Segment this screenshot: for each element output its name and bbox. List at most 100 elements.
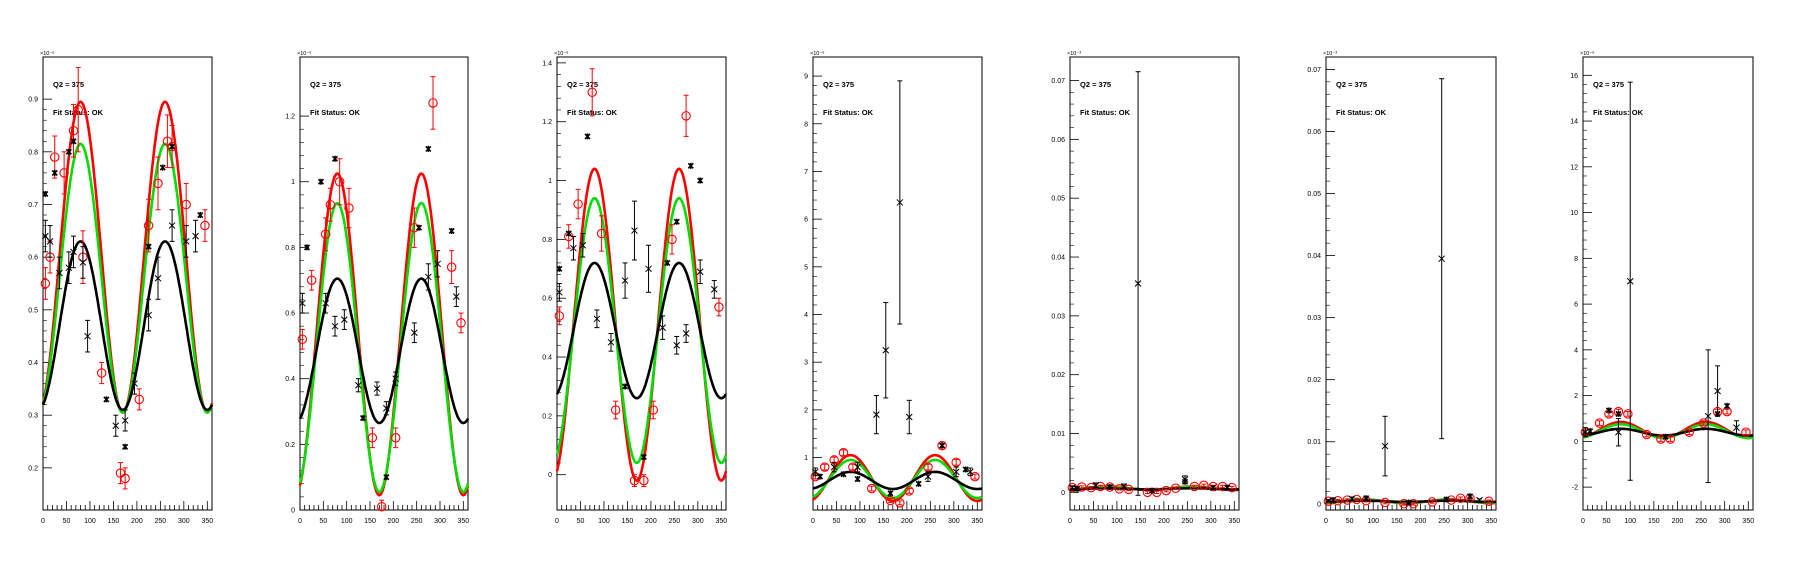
y-tick-label: 7 xyxy=(804,169,808,176)
x-tick-label: 150 xyxy=(1391,518,1403,525)
y-exponent-label: ×10⁻⁶ xyxy=(40,50,55,57)
data-point-circle xyxy=(970,471,980,482)
y-tick-label: -2 xyxy=(1572,485,1578,492)
data-point-circle xyxy=(120,473,130,484)
y-tick-label: 1 xyxy=(804,455,808,462)
data-point-star xyxy=(103,396,110,403)
data-point-circle xyxy=(681,111,691,121)
y-tick-label: 0.01 xyxy=(1051,431,1065,438)
data-point-x xyxy=(145,311,152,319)
y-tick-label: 10 xyxy=(1570,210,1578,217)
x-tick-label: 250 xyxy=(669,518,681,525)
data-point-x xyxy=(873,411,880,418)
data-point-star xyxy=(1723,402,1731,409)
data-point-circle xyxy=(866,483,877,494)
y-tick-label: 0.07 xyxy=(1051,78,1065,85)
y-exponent-label: ×10⁻⁶ xyxy=(1580,50,1595,57)
data-point-x xyxy=(924,473,932,480)
data-point-star xyxy=(664,259,671,266)
data-point-x xyxy=(1582,428,1589,436)
data-point-circle xyxy=(1208,481,1218,492)
q2-annotation: Q2 = 375 xyxy=(1336,80,1367,89)
data-point-circle xyxy=(40,278,51,289)
data-point-x xyxy=(70,248,77,256)
x-tick-label: 50 xyxy=(577,518,585,525)
y-tick-label: 0.8 xyxy=(542,237,552,244)
data-point-x xyxy=(424,273,432,281)
y-tick-label: 0.8 xyxy=(28,149,38,156)
data-point-x xyxy=(811,468,819,476)
data-point-star xyxy=(1615,410,1622,417)
data-point-x xyxy=(84,332,91,340)
data-point-x xyxy=(182,238,190,245)
data-point-circle xyxy=(73,104,83,115)
data-point-circle xyxy=(1380,497,1390,508)
data-point-circle xyxy=(937,440,947,451)
x-tick-label: 250 xyxy=(1438,518,1450,525)
data-point-x xyxy=(1120,483,1128,490)
x-tick-label: 300 xyxy=(1719,518,1731,525)
x-tick-label: 50 xyxy=(319,518,327,525)
data-point-x xyxy=(1381,442,1389,450)
data-point-circle xyxy=(1105,482,1115,492)
q2-annotation: Q2 = 375 xyxy=(567,80,598,89)
data-point-circle xyxy=(596,228,607,239)
data-point-x xyxy=(331,322,339,330)
data-point-circle xyxy=(895,498,905,508)
data-point-circle xyxy=(904,486,914,496)
x-tick-label: 100 xyxy=(341,518,353,525)
y-tick-label: 0.6 xyxy=(285,311,295,318)
data-point-x xyxy=(1092,481,1100,489)
fit-curve xyxy=(298,277,470,425)
x-tick-label: 250 xyxy=(411,518,423,525)
y-exponent-label: ×10⁻³ xyxy=(1323,51,1337,57)
data-point-circle xyxy=(573,199,583,209)
data-point-star xyxy=(1443,496,1450,503)
data-point-circle xyxy=(1199,480,1209,491)
chart-panel-1: 0 50 100 150 200 250 300 350 0.2 0.3 0.4 0.5 0.6 0.7 0… xyxy=(28,50,214,525)
x-tick-label: 300 xyxy=(948,518,960,525)
data-point-x xyxy=(79,259,87,266)
x-tick-label: 50 xyxy=(1090,518,1098,525)
q2-annotation: Q2 = 375 xyxy=(823,80,854,89)
data-point-x xyxy=(121,417,129,424)
fit-status-annotation: Fit Status: OK xyxy=(823,108,874,117)
data-point-star xyxy=(425,145,432,152)
data-point-circle xyxy=(1484,496,1494,507)
data-point-circle xyxy=(446,262,457,272)
data-point-circle xyxy=(297,334,308,345)
data-point-star xyxy=(939,442,946,449)
data-point-star xyxy=(65,148,72,155)
x-tick-label: 100 xyxy=(1111,518,1123,525)
y-tick-label: 0.2 xyxy=(28,465,38,472)
data-point-star xyxy=(1405,499,1412,506)
data-point-x xyxy=(1134,280,1142,287)
data-point-circle xyxy=(1455,493,1466,503)
chart-panel-5: 0 50 100 150 200 250 300 350 0 0.01 0.02 0.03 0.04 0.… xyxy=(1051,51,1240,525)
data-point-star xyxy=(673,218,680,225)
x-tick-label: 100 xyxy=(854,518,866,525)
data-point-star xyxy=(359,415,367,422)
data-point-star xyxy=(1363,495,1370,502)
data-point-x xyxy=(1476,496,1483,504)
data-point-circle xyxy=(1170,483,1181,493)
x-tick-label: 350 xyxy=(971,518,983,525)
data-point-x xyxy=(373,385,381,392)
x-tick-label: 350 xyxy=(715,518,727,525)
y-tick-label: 0.8 xyxy=(285,245,295,252)
data-point-star xyxy=(854,475,861,483)
data-point-x xyxy=(354,381,362,389)
chart-panel-4: 0 50 100 150 200 250 300 350 1 2 3 4 5 6 7 8 9 ×10⁻⁶ Q2 = … xyxy=(804,50,983,525)
x-tick-label: 250 xyxy=(925,518,937,525)
y-exponent-label: ×10⁻⁶ xyxy=(810,50,825,57)
y-tick-label: 0 xyxy=(1317,501,1321,508)
data-point-star xyxy=(687,162,694,169)
x-tick-label: 250 xyxy=(155,518,167,525)
data-point-star xyxy=(303,244,311,251)
data-point-star xyxy=(70,138,77,145)
data-point-circle xyxy=(428,98,438,108)
y-tick-label: 0.3 xyxy=(28,413,38,420)
data-point-star xyxy=(1587,428,1594,435)
q2-annotation: Q2 = 375 xyxy=(1593,80,1624,89)
